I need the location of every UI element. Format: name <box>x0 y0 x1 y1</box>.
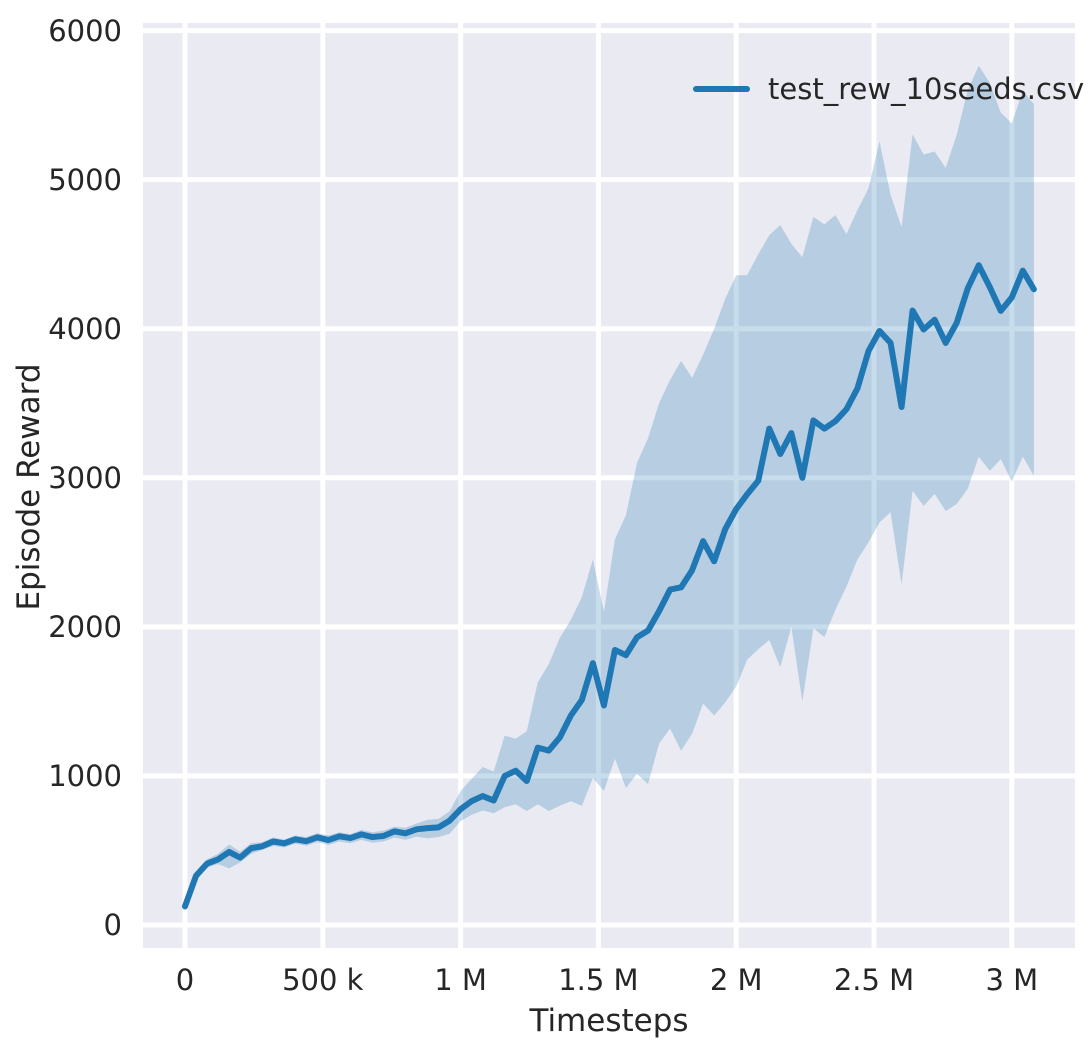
x-axis-label: Timesteps <box>529 1003 689 1039</box>
y-axis-label: Episode Reward <box>11 363 47 611</box>
y-tick-label: 1000 <box>48 758 122 793</box>
x-tick-label: 0 <box>175 963 195 997</box>
y-tick-label: 2000 <box>48 609 122 644</box>
x-tick-label: 2.5 M <box>833 963 915 997</box>
y-tick-label: 6000 <box>48 13 122 48</box>
x-tick-label: 2 M <box>709 963 763 997</box>
legend-line-sample <box>693 86 750 92</box>
y-tick-label: 0 <box>103 908 122 942</box>
y-tick-label: 4000 <box>48 311 122 346</box>
confidence-band <box>185 65 1034 909</box>
legend-label: test_rew_10seeds.csv <box>768 72 1085 106</box>
y-tick-label: 5000 <box>48 162 122 197</box>
x-tick-label: 500 k <box>282 963 364 997</box>
mean-reward-line <box>182 262 1037 910</box>
y-tick-label: 3000 <box>48 460 122 495</box>
x-tick-label: 3 M <box>985 963 1039 997</box>
x-tick-label: 1 M <box>434 963 487 997</box>
legend: test_rew_10seeds.csv <box>693 72 1084 106</box>
x-tick-label: 1.5 M <box>558 963 639 997</box>
